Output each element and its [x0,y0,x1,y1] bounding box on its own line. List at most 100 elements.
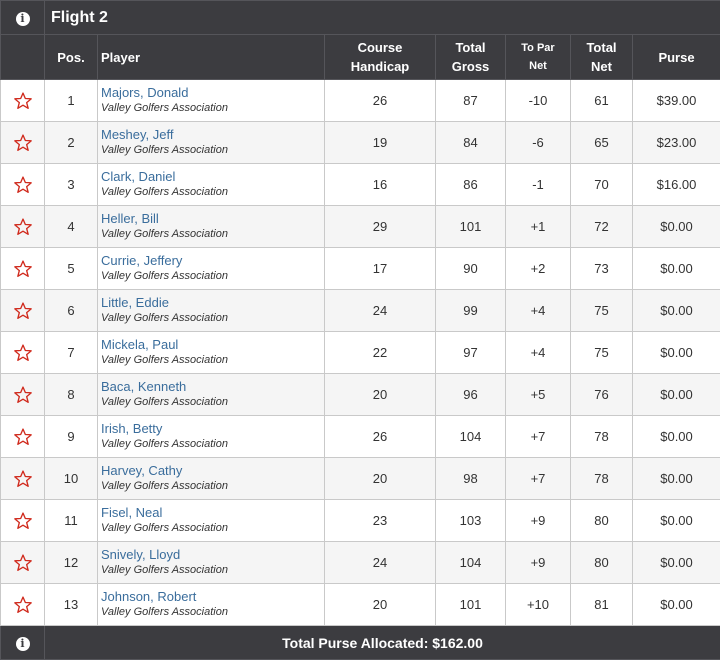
total-net-cell: 78 [570,415,633,458]
course-handicap-cell: 20 [324,373,436,416]
star-outline-icon[interactable] [13,427,33,447]
header-player[interactable]: Player [97,34,325,80]
favorite-cell[interactable] [0,205,45,248]
total-net-cell: 75 [570,289,633,332]
position-cell: 12 [44,541,98,584]
favorite-cell[interactable] [0,79,45,122]
player-name-link[interactable]: Fisel, Neal [101,505,163,520]
header-course-handicap[interactable]: Course Handicap [324,34,436,80]
player-cell: Meshey, Jeff Valley Golfers Association [97,121,325,164]
favorite-cell[interactable] [0,121,45,164]
star-outline-icon[interactable] [13,301,33,321]
position-cell: 3 [44,163,98,206]
header-course-handicap-line1: Course [357,40,403,55]
player-name-link[interactable]: Little, Eddie [101,295,169,310]
player-name-link[interactable]: Baca, Kenneth [101,379,187,394]
to-par-net-cell: +9 [505,499,571,542]
total-net-cell: 80 [570,541,633,584]
player-name-link[interactable]: Irish, Betty [101,421,163,436]
flight-title-bar: i Flight 2 [0,0,720,35]
total-gross-cell: 104 [435,415,506,458]
purse-cell: $0.00 [631,331,720,374]
star-outline-icon[interactable] [13,175,33,195]
star-outline-icon[interactable] [13,217,33,237]
star-outline-icon[interactable] [13,133,33,153]
total-net-cell: 76 [570,373,633,416]
course-handicap-cell: 20 [324,457,436,500]
favorite-cell[interactable] [0,331,45,374]
purse-cell: $0.00 [631,457,720,500]
player-club: Valley Golfers Association [101,102,228,114]
player-name-link[interactable]: Heller, Bill [101,211,159,226]
total-net-cell: 65 [570,121,633,164]
info-icon[interactable]: i [15,636,30,651]
player-name-link[interactable]: Currie, Jeffery [101,253,183,268]
favorite-cell[interactable] [0,289,45,332]
favorite-cell[interactable] [0,457,45,500]
info-icon[interactable]: i [15,11,30,26]
table-row: 10 Harvey, Cathy Valley Golfers Associatio… [0,457,720,500]
star-outline-icon[interactable] [13,511,33,531]
total-net-cell: 72 [570,205,633,248]
info-cell[interactable]: i [0,0,45,35]
position-cell: 6 [44,289,98,332]
total-net-cell: 80 [570,499,633,542]
favorite-cell[interactable] [0,415,45,458]
total-net-cell: 61 [570,79,633,122]
player-club: Valley Golfers Association [101,270,228,282]
player-name-link[interactable]: Johnson, Robert [101,589,197,604]
header-total-gross[interactable]: Total Gross [435,34,506,80]
player-club: Valley Golfers Association [101,396,228,408]
table-row: 7 Mickela, Paul Valley Golfers Association… [0,331,720,374]
total-gross-cell: 96 [435,373,506,416]
player-name-link[interactable]: Majors, Donald [101,85,189,100]
position-cell: 10 [44,457,98,500]
header-to-par-net[interactable]: To Par Net [505,34,571,80]
favorite-cell[interactable] [0,373,45,416]
header-to-par-net-line1: To Par [521,42,555,54]
course-handicap-cell: 24 [324,289,436,332]
header-total-net[interactable]: Total Net [570,34,633,80]
course-handicap-cell: 22 [324,331,436,374]
player-name-link[interactable]: Snively, Lloyd [101,547,181,562]
favorite-cell[interactable] [0,499,45,542]
total-net-cell: 75 [570,331,633,374]
purse-cell: $16.00 [631,163,720,206]
footer-bar: i Total Purse Allocated: $162.00 [0,625,720,660]
star-outline-icon[interactable] [13,91,33,111]
star-outline-icon[interactable] [13,595,33,615]
to-par-net-cell: +2 [505,247,571,290]
course-handicap-cell: 24 [324,541,436,584]
total-gross-cell: 104 [435,541,506,584]
star-outline-icon[interactable] [13,259,33,279]
purse-cell: $0.00 [631,247,720,290]
player-cell: Irish, Betty Valley Golfers Association [97,415,325,458]
table-row: 5 Currie, Jeffery Valley Golfers Associati… [0,247,720,290]
player-cell: Heller, Bill Valley Golfers Association [97,205,325,248]
header-purse[interactable]: Purse [631,34,720,80]
star-outline-icon[interactable] [13,343,33,363]
table-row: 13 Johnson, Robert Valley Golfers Associat… [0,583,720,626]
favorite-cell[interactable] [0,541,45,584]
header-favorite [0,34,45,80]
header-pos[interactable]: Pos. [44,34,98,80]
star-outline-icon[interactable] [13,553,33,573]
favorite-cell[interactable] [0,247,45,290]
player-name-link[interactable]: Mickela, Paul [101,337,179,352]
to-par-net-cell: +5 [505,373,571,416]
purse-cell: $39.00 [631,79,720,122]
table-row: 2 Meshey, Jeff Valley Golfers Association 1… [0,121,720,164]
favorite-cell[interactable] [0,163,45,206]
table-row: 4 Heller, Bill Valley Golfers Association 2… [0,205,720,248]
player-name-link[interactable]: Meshey, Jeff [101,127,174,142]
column-header-row: Pos. Player Course Handicap Total Gross … [0,34,720,80]
player-name-link[interactable]: Clark, Daniel [101,169,176,184]
header-to-par-net-line2: Net [529,60,547,72]
favorite-cell[interactable] [0,583,45,626]
star-outline-icon[interactable] [13,469,33,489]
player-name-link[interactable]: Harvey, Cathy [101,463,183,478]
footer-info-cell[interactable]: i [0,625,45,660]
header-total-net-line1: Total [586,40,617,55]
player-cell: Snively, Lloyd Valley Golfers Association [97,541,325,584]
star-outline-icon[interactable] [13,385,33,405]
